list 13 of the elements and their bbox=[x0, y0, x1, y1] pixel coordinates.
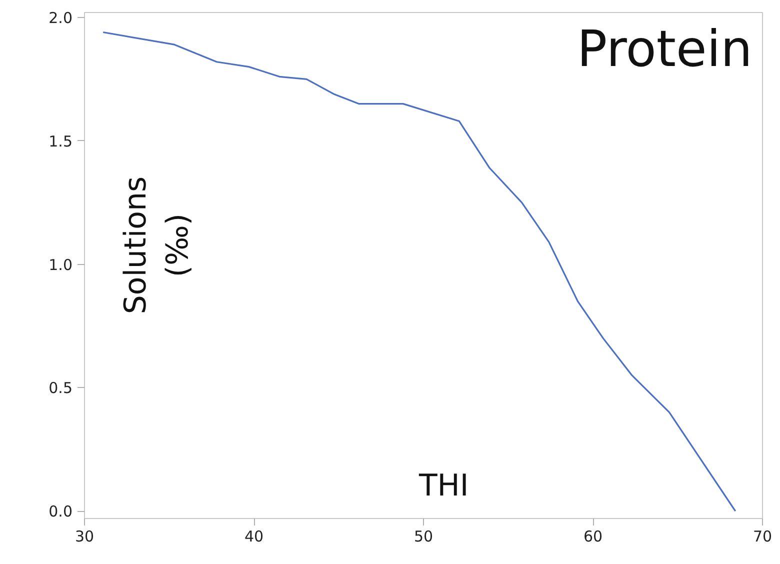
y-tick-label: 0.5 bbox=[48, 379, 73, 398]
x-tick-label: 40 bbox=[244, 528, 264, 546]
y-axis-title: Solutions (‰) bbox=[118, 176, 196, 314]
y-tick-label: 1.5 bbox=[48, 132, 73, 150]
x-tick-label: 70 bbox=[752, 528, 772, 546]
y-tick-label: 2.0 bbox=[48, 8, 73, 27]
x-tick-label: 30 bbox=[74, 528, 94, 546]
x-axis-title: THI bbox=[418, 468, 469, 504]
x-tick-label: 50 bbox=[414, 528, 434, 546]
y-tick-label: 0.0 bbox=[48, 502, 73, 521]
y-tick-label: 1.0 bbox=[48, 256, 73, 274]
x-tick-label: 60 bbox=[583, 528, 603, 546]
chart-title: Protein bbox=[577, 20, 752, 78]
